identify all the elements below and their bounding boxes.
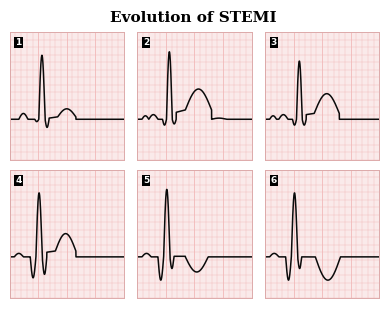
Text: 6: 6 — [271, 176, 277, 185]
Text: 5: 5 — [143, 176, 149, 185]
Text: Evolution of STEMI: Evolution of STEMI — [110, 11, 277, 25]
Text: 1: 1 — [15, 38, 22, 47]
Text: 3: 3 — [271, 38, 277, 47]
Text: 4: 4 — [15, 176, 22, 185]
Text: 2: 2 — [143, 38, 149, 47]
